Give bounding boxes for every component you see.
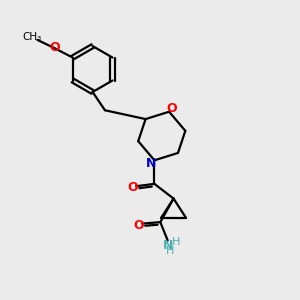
Text: CH₃: CH₃ [22,32,42,42]
Text: H: H [166,246,174,256]
Text: N: N [146,157,157,170]
Text: N: N [163,238,173,252]
Text: O: O [127,181,138,194]
Text: H: H [172,237,180,247]
Text: O: O [49,41,60,54]
Text: O: O [133,219,144,232]
Text: O: O [166,102,176,115]
